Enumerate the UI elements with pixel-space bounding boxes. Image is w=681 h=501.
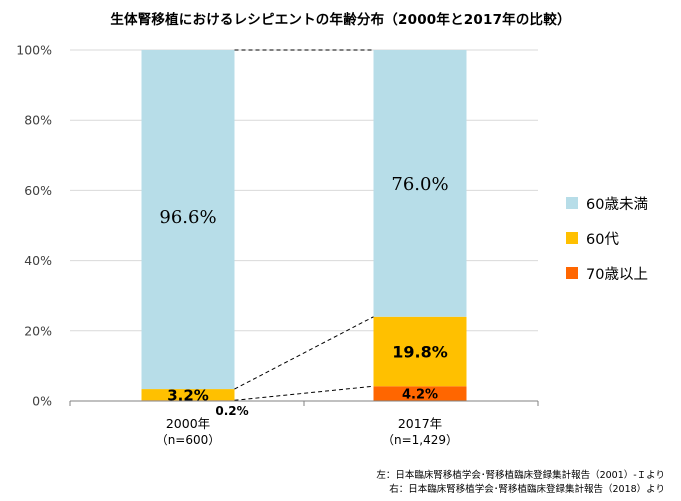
- bar-segment: [373, 386, 467, 401]
- y-tick-label: 80%: [24, 113, 52, 128]
- connector-line: [234, 385, 374, 401]
- source-note-right: 右：日本臨床腎移植学会･腎移植臨床登録集計報告（2018）より: [389, 484, 665, 495]
- x-category-label: 2017年: [398, 416, 442, 431]
- data-label: 0.2%: [215, 404, 248, 418]
- data-label: 3.2%: [167, 387, 209, 405]
- y-tick-label: 0%: [32, 394, 52, 409]
- y-tick-label: 60%: [24, 183, 52, 198]
- bar-segment: [141, 50, 235, 390]
- data-label: 76.0%: [391, 174, 448, 195]
- data-label: 96.6%: [159, 207, 216, 228]
- bar-segment: [141, 389, 235, 401]
- x-category-n-label: （n=600）: [156, 433, 221, 447]
- legend-swatch: [566, 197, 578, 209]
- y-tick-label: 40%: [24, 253, 52, 268]
- x-category-label: 2000年: [166, 416, 210, 431]
- bar-segment: [373, 50, 467, 317]
- legend-label: 60代: [586, 231, 619, 248]
- legend-swatch: [566, 267, 578, 279]
- y-tick-label: 100%: [16, 43, 52, 58]
- bar-segment: [373, 316, 467, 387]
- data-label: 19.8%: [392, 343, 448, 362]
- legend-swatch: [566, 232, 578, 244]
- data-label: 4.2%: [402, 388, 438, 403]
- connector-line: [234, 316, 374, 390]
- x-category-n-label: （n=1,429）: [382, 433, 458, 447]
- legend-label: 60歳未満: [586, 196, 648, 213]
- legend-label: 70歳以上: [586, 266, 648, 283]
- source-note-left: 左：日本臨床腎移植学会･腎移植臨床登録集計報告（2001）-Ｉより: [376, 470, 665, 481]
- chart-title: 生体腎移植におけるレシピエントの年齢分布（2000年と2017年の比較）: [110, 12, 571, 28]
- y-tick-label: 20%: [24, 323, 52, 338]
